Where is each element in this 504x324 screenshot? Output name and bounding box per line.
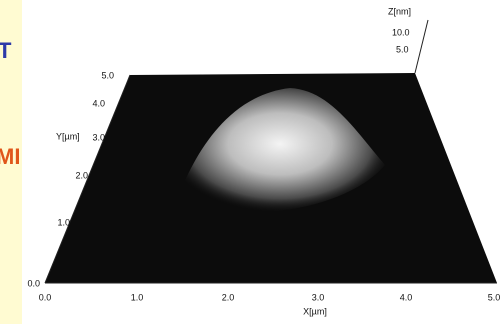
slide-title-fragment: T [0,38,12,63]
y-tick-label: 3.0 [92,132,105,142]
x-tick-label: 5.0 [488,292,501,302]
x-tick-label: 0.0 [39,292,52,302]
page: {"slide": {"title_fragment": "T", "subti… [0,0,504,324]
x-axis-label: X[µm] [303,306,327,316]
slide: T МІ Z[nm] 10.0 5.0 Y[µm] 5.0 4.0 3.0 2.… [0,0,504,324]
z-tick-label: 5.0 [396,44,409,54]
z-axis-label: Z[nm] [388,6,411,16]
x-tick-label: 1.0 [131,292,144,302]
slide-subtitle-fragment: МІ [0,144,20,169]
x-tick-label: 3.0 [312,292,325,302]
y-tick-label: 2.0 [75,170,88,180]
y-tick-label: 1.0 [57,217,70,227]
y-axis-label: Y[µm] [56,131,80,141]
x-tick-label: 4.0 [400,292,413,302]
y-tick-label: 5.0 [101,70,114,80]
z-tick-label: 10.0 [392,27,410,37]
x-tick-label: 2.0 [222,292,235,302]
y-tick-label: 0.0 [27,278,40,288]
y-tick-label: 4.0 [92,98,105,108]
